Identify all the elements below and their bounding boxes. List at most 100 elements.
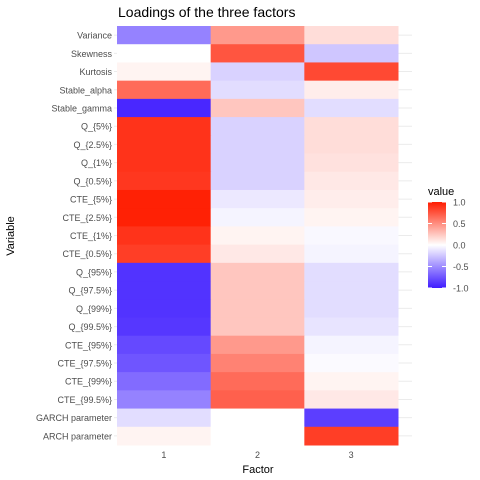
heatmap-cell [117,408,212,428]
y-tick-label: Q_{0.5%} [73,176,112,186]
legend-title: value [428,186,454,198]
heatmap-cell [304,171,399,191]
heatmap-cell [117,80,212,100]
heatmap-cell [210,62,305,82]
heatmap-cell [117,208,212,227]
heatmap-cell [117,44,212,63]
y-tick-label: CTE_{99.5%} [57,395,112,405]
heatmap-cell [304,390,399,410]
heatmap-cell [304,208,399,227]
x-tick-labels: 1 2 3 [161,450,353,460]
heatmap-cell [304,262,399,282]
heatmap-cell [117,262,212,282]
heatmap-cell [304,335,399,355]
heatmap-cell [117,317,212,337]
heatmap-cell [210,353,305,373]
heatmap-cell [304,189,399,209]
heatmap-cell [210,189,305,209]
legend-color-bar [428,202,446,288]
y-tick-label: Q_{99%} [76,304,112,314]
heatmap-cell [304,317,399,337]
heatmap-cell [304,353,399,373]
heatmap-cell [210,299,305,318]
legend-tick-label: -0.5 [453,262,469,272]
legend: value 1.0 0.5 0.0 -0.5 -1.0 [428,186,469,294]
heatmap-cell [117,153,212,173]
y-tick-label: CTE_{99%} [65,377,112,387]
x-tick-label: 1 [161,450,166,460]
heatmap-cell [210,44,305,63]
legend-tick-label: -1.0 [453,284,469,294]
heatmap-cell [210,26,305,45]
y-tick-label: CTE_{95%} [65,340,112,350]
chart-title: Loadings of the three factors [118,4,295,20]
heatmap-cell [117,62,212,82]
y-tick-label: CTE_{97.5%} [57,359,112,369]
heatmap-cell [117,226,212,246]
heatmap-cell [117,426,212,446]
heatmap-cell [210,262,305,282]
x-tick-label: 3 [349,450,354,460]
heatmap-cell [304,26,399,45]
heatmap-cell [304,426,399,446]
heatmap-cells [117,26,399,446]
heatmap-cell [304,153,399,173]
heatmap-cell [304,244,399,264]
y-tick-label: CTE_{1%} [70,231,112,241]
legend-tick-label: 0.0 [453,241,466,251]
heatmap-cell [304,408,399,428]
y-tick-label: CTE_{5%} [70,195,112,205]
heatmap-cell [210,244,305,264]
heatmap-cell [210,426,305,446]
heatmap-cell [304,281,399,300]
y-tick-label: Q_{1%} [81,158,112,168]
heatmap-cell [117,335,212,355]
heatmap-cell [304,98,399,118]
heatmap-cell [117,244,212,264]
heatmap-cell [117,98,212,118]
x-tick-label: 2 [255,450,260,460]
heatmap-cell [304,62,399,82]
heatmap-cell [117,299,212,318]
y-axis-title: Variable [5,216,17,256]
y-tick-label: Variance [77,31,112,41]
heatmap-cell [304,372,399,391]
heatmap-cell [117,171,212,191]
y-tick-label: Q_{2.5%} [73,140,112,150]
heatmap-cell [304,226,399,246]
legend-tick-label: 1.0 [453,198,466,208]
heatmap-cell [304,117,399,136]
y-tick-label: Q_{97.5%} [68,286,112,296]
y-tick-label: Kurtosis [79,67,112,77]
legend-ticks: 1.0 0.5 0.0 -0.5 -1.0 [428,198,469,294]
heatmap-cell [304,80,399,100]
heatmap-cell [210,390,305,410]
y-tick-label: Skewness [71,49,113,59]
heatmap-cell [210,117,305,136]
heatmap-cell [210,281,305,300]
heatmap-cell [210,226,305,246]
y-tick-label: CTE_{0.5%} [62,249,112,259]
y-tick-label: CTE_{2.5%} [62,213,112,223]
heatmap-cell [304,135,399,155]
heatmap-cell [117,26,212,45]
heatmap-cell [117,281,212,300]
y-tick-label: Q_{99.5%} [68,322,112,332]
heatmap-cell [210,98,305,118]
heatmap-cell [210,208,305,227]
y-tick-label: GARCH parameter [36,413,112,423]
heatmap-cell [117,372,212,391]
heatmap-cell [210,80,305,100]
heatmap-cell [210,317,305,337]
heatmap-cell [210,153,305,173]
heatmap-cell [210,408,305,428]
x-axis-title: Factor [242,464,274,476]
y-tick-label: Stable_gamma [51,103,112,113]
legend-tick-label: 0.5 [453,219,466,229]
heatmap-cell [210,171,305,191]
heatmap-cell [117,117,212,136]
heatmap-cell [210,135,305,155]
heatmap-cell [304,44,399,63]
heatmap-cell [210,335,305,355]
